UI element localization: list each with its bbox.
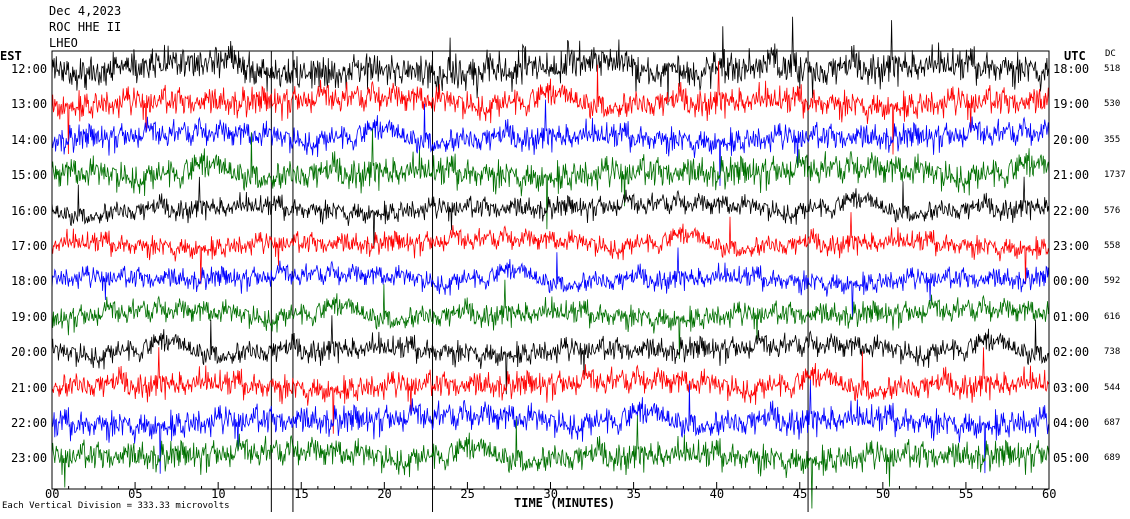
- dc-value: 530: [1104, 99, 1121, 110]
- dc-value: 738: [1104, 347, 1121, 358]
- utc-hour-label: 00:00: [1053, 274, 1090, 289]
- trace-1700: [51, 212, 1050, 285]
- utc-zone-label: UTC: [1064, 49, 1086, 63]
- utc-hour-label: 01:00: [1053, 309, 1090, 324]
- dc-value: 687: [1104, 418, 1121, 428]
- seismic-traces: [51, 16, 1050, 509]
- header-station: ROC HHE II: [49, 20, 122, 34]
- est-hour-label: 17:00: [11, 239, 48, 253]
- trace-1800: [51, 247, 1050, 320]
- trace-2000: [51, 315, 1050, 395]
- x-tick-label: 55: [958, 487, 974, 501]
- trace-2100: [51, 347, 1050, 434]
- x-axis-ticks: [51, 482, 1050, 489]
- x-tick-label: 10: [211, 487, 226, 501]
- trace-1900: [51, 279, 1050, 359]
- trace-1300: [51, 61, 1050, 155]
- dc-value: 576: [1104, 205, 1121, 216]
- utc-hour-label: 04:00: [1053, 416, 1090, 430]
- scale-note: Each Vertical Division = 333.33 microvol…: [2, 501, 230, 511]
- dc-value: 355: [1104, 134, 1121, 145]
- est-hour-label: 16:00: [11, 203, 48, 218]
- trace-2200: [51, 379, 1050, 474]
- dc-value: 544: [1104, 382, 1121, 393]
- utc-hour-label: 19:00: [1053, 97, 1090, 112]
- est-hour-label: 12:00: [11, 62, 48, 76]
- utc-hour-label: 22:00: [1053, 203, 1090, 218]
- header-line3: LHEO: [49, 36, 78, 50]
- utc-hour-label: 21:00: [1053, 168, 1090, 183]
- trace-1400: [51, 99, 1050, 186]
- utc-hour-label: 03:00: [1053, 380, 1090, 395]
- est-hour-label: 18:00: [11, 274, 48, 289]
- dc-value: 558: [1104, 241, 1121, 251]
- utc-hour-label: 20:00: [1053, 132, 1090, 147]
- x-tick-label: 50: [875, 487, 891, 501]
- utc-hour-label: 18:00: [1053, 62, 1090, 76]
- x-tick-label: 05: [128, 487, 143, 501]
- est-zone-label: EST: [0, 49, 22, 63]
- est-hour-label: 22:00: [11, 416, 48, 430]
- est-hour-label: 20:00: [11, 345, 48, 360]
- x-axis-title: TIME (MINUTES): [514, 496, 616, 510]
- est-hour-label: 13:00: [11, 97, 48, 112]
- x-tick-label: 20: [377, 487, 392, 501]
- trace-2300: [51, 415, 1050, 509]
- trace-1200: [51, 16, 1050, 106]
- utc-hour-label: 02:00: [1053, 345, 1090, 360]
- dc-value: 689: [1104, 453, 1121, 464]
- est-hour-label: 15:00: [11, 168, 48, 183]
- x-tick-label: 00: [45, 487, 60, 501]
- est-hour-label: 19:00: [11, 309, 48, 324]
- minute-gridlines: [270, 51, 809, 512]
- x-tick-label: 30: [543, 487, 558, 501]
- est-hour-label: 14:00: [11, 132, 48, 147]
- x-tick-label: 40: [709, 487, 725, 501]
- dc-column-label: DC: [1105, 49, 1116, 59]
- dc-value: 1737: [1104, 170, 1126, 181]
- x-tick-label: 35: [626, 487, 642, 501]
- x-tick-label: 25: [460, 487, 475, 501]
- est-hour-label: 21:00: [11, 380, 48, 395]
- x-tick-label: 60: [1042, 487, 1057, 501]
- x-tick-label: 45: [792, 487, 808, 501]
- dc-value: 592: [1104, 276, 1121, 287]
- dc-value: 518: [1104, 64, 1121, 74]
- utc-hour-label: 23:00: [1053, 239, 1090, 253]
- trace-1600: [51, 176, 1050, 249]
- trace-1500: [51, 128, 1050, 230]
- utc-hour-label: 05:00: [1053, 451, 1090, 466]
- header-date: Dec 4,2023: [49, 4, 122, 18]
- x-tick-label: 15: [294, 487, 309, 501]
- dc-value: 616: [1104, 311, 1121, 322]
- est-hour-label: 23:00: [11, 451, 48, 466]
